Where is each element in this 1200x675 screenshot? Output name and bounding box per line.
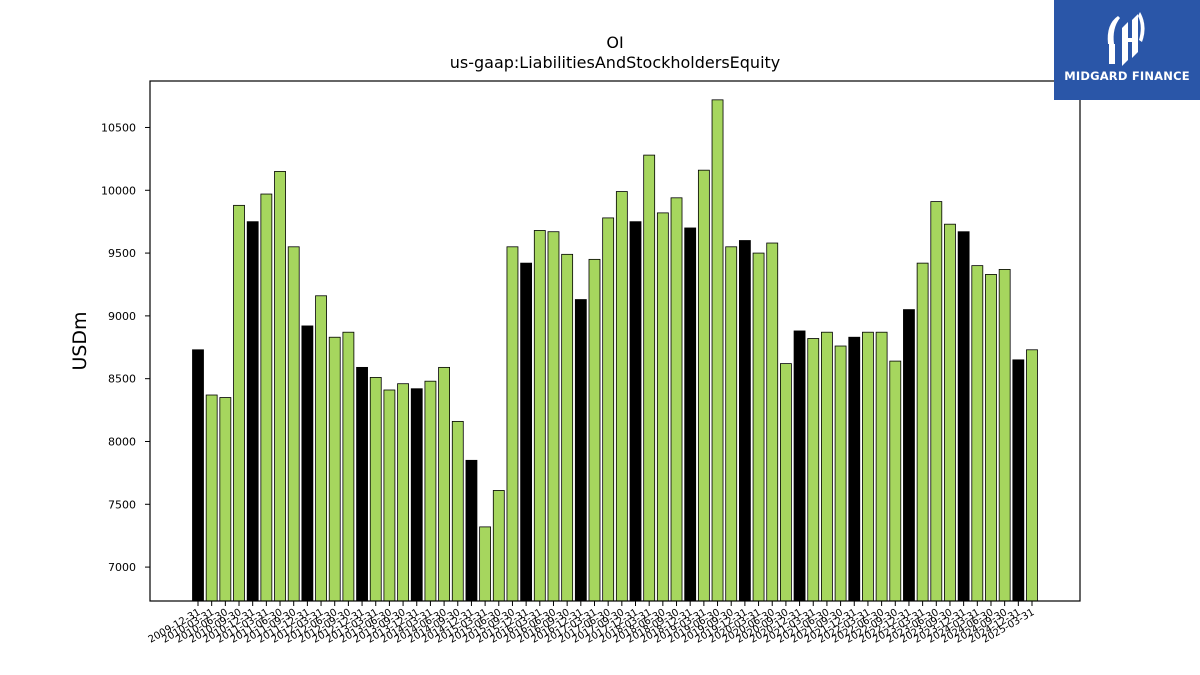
chart-title: OI — [606, 33, 623, 52]
bar-2019-03-31 — [697, 169, 710, 602]
bar-2024-03-31 — [971, 265, 984, 602]
bar-2016-06-30 — [547, 231, 560, 602]
bar-2017-03-31 — [588, 258, 601, 602]
bar-2011-03-31 — [260, 193, 273, 602]
bar-2015-06-30 — [492, 490, 505, 602]
bar-2025-03-31 — [1026, 349, 1038, 602]
bar-2021-06-30 — [821, 331, 833, 602]
logo-text: MIDGARD FINANCE — [1064, 69, 1190, 83]
bar-2022-09-30 — [889, 360, 902, 602]
logo-mark-icon — [1107, 12, 1145, 66]
bar-2017-12-31 — [629, 221, 642, 602]
bar-2022-03-31 — [862, 331, 874, 602]
bar-2011-06-30 — [274, 171, 286, 602]
bar-2023-12-31 — [957, 231, 970, 602]
bar-2021-12-31 — [848, 336, 861, 602]
bar-2010-03-31 — [205, 394, 218, 602]
bar-2024-06-30 — [985, 274, 997, 602]
bar-2010-06-30 — [219, 397, 232, 602]
bar-2010-09-30 — [233, 204, 245, 602]
bar-2022-06-30 — [875, 331, 888, 602]
bar-2015-03-31 — [479, 526, 492, 602]
bar-2012-03-31 — [315, 295, 327, 602]
bar-2012-06-30 — [328, 336, 341, 602]
bar-2018-09-30 — [670, 197, 683, 602]
y-tick-label: 7000 — [108, 561, 136, 574]
bar-2013-09-30 — [397, 383, 409, 602]
bar-2020-12-31 — [793, 330, 806, 602]
bar-2010-12-31 — [246, 221, 259, 602]
bar-2016-09-30 — [561, 253, 574, 602]
bar-2019-09-30 — [725, 246, 738, 602]
bar-2016-03-31 — [533, 230, 546, 602]
bar-2021-03-31 — [807, 338, 820, 602]
y-tick-label: 9000 — [108, 310, 136, 323]
bar-2013-03-31 — [369, 377, 382, 602]
bar-2015-12-31 — [520, 262, 533, 602]
bar-2014-06-30 — [438, 366, 451, 602]
y-axis: 7000 7500 8000 8500 9000 9500 10000 10500 — [101, 121, 150, 574]
bar-2021-09-30 — [834, 345, 847, 602]
bar-2009-12-31 — [192, 349, 204, 602]
bar-2022-12-31 — [903, 309, 915, 602]
bar-2024-12-31 — [1012, 359, 1025, 602]
bar-2020-06-30 — [766, 242, 779, 602]
y-axis-label: USDm — [69, 311, 91, 370]
bar-2011-09-30 — [287, 246, 300, 602]
bar-2019-06-30 — [711, 99, 724, 602]
y-tick-label: 10000 — [101, 184, 136, 197]
y-tick-label: 7500 — [108, 498, 136, 511]
y-tick-label: 9500 — [108, 247, 136, 260]
bar-2024-09-30 — [998, 269, 1011, 602]
bar-2020-03-31 — [752, 252, 765, 602]
bar-2013-06-30 — [383, 389, 396, 602]
bar-2012-09-30 — [342, 331, 355, 602]
bars-group — [192, 99, 1038, 602]
y-tick-label: 10500 — [101, 121, 136, 134]
bar-2018-06-30 — [656, 212, 669, 602]
bar-2017-06-30 — [602, 217, 615, 602]
bar-2018-03-31 — [643, 154, 656, 602]
bar-2014-09-30 — [451, 420, 464, 602]
bar-2011-12-31 — [301, 325, 314, 602]
bar-2020-09-30 — [780, 363, 792, 602]
bar-2014-12-31 — [465, 459, 478, 602]
chart-subtitle: us-gaap:LiabilitiesAndStockholdersEquity — [450, 53, 781, 72]
bar-2023-06-30 — [930, 201, 943, 602]
bar-2023-03-31 — [916, 262, 929, 602]
bar-2013-12-31 — [410, 388, 423, 602]
x-axis: 2009-12-312010-03-312010-06-302010-09-30… — [147, 601, 1037, 646]
bar-2015-09-30 — [506, 246, 519, 602]
bar-2017-09-30 — [615, 191, 628, 602]
bar-2012-12-31 — [356, 366, 368, 602]
bar-2014-03-31 — [424, 380, 437, 602]
bar-2016-12-31 — [574, 299, 587, 602]
bar-2018-12-31 — [684, 227, 697, 602]
midgard-finance-logo: MIDGARD FINANCE — [1054, 0, 1200, 100]
bar-2023-09-30 — [944, 223, 956, 602]
plot-frame — [149, 80, 1081, 602]
y-tick-label: 8500 — [108, 373, 136, 386]
y-tick-label: 8000 — [108, 435, 136, 448]
bar-2019-12-31 — [738, 240, 751, 602]
